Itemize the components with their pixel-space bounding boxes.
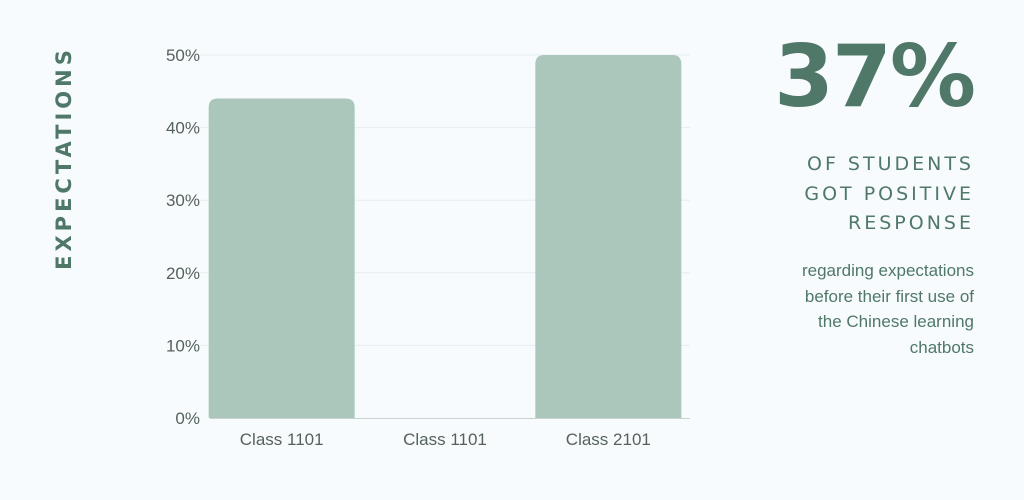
- stat-description-line: chatbots: [909, 337, 974, 357]
- bar: [535, 55, 682, 418]
- x-tick-label: Class 1101: [240, 430, 324, 449]
- stat-headline-line: RESPONSE: [848, 212, 974, 234]
- y-tick-label: 0%: [175, 409, 200, 428]
- y-tick-label: 10%: [166, 336, 200, 355]
- y-tick-label: 40%: [166, 119, 200, 138]
- stat-description: regarding expectations before their firs…: [802, 258, 974, 360]
- y-tick-label: 20%: [166, 264, 200, 283]
- bars: [208, 55, 682, 418]
- stat-headline-line: GOT POSITIVE: [804, 182, 974, 205]
- x-tick-label: Class 2101: [566, 430, 651, 449]
- stat-value: 37%: [774, 27, 976, 127]
- y-axis-ticks: 0% 10% 20% 30% 40% 50%: [166, 46, 200, 428]
- stat-headline: OF STUDENTS GOT POSITIVE RESPONSE: [804, 150, 974, 239]
- y-tick-label: 30%: [166, 191, 200, 210]
- y-tick-label: 50%: [166, 46, 200, 65]
- x-tick-label: Class 1101: [403, 430, 487, 449]
- stat-description-line: the Chinese learning: [818, 312, 974, 331]
- stat-description-line: regarding expectations: [801, 261, 974, 280]
- bar: [208, 98, 355, 418]
- stat-description-line: before their first use of: [804, 286, 974, 306]
- stat-headline-line: OF STUDENTS: [806, 153, 974, 175]
- x-axis-labels: Class 1101 Class 1101 Class 2101: [240, 430, 651, 449]
